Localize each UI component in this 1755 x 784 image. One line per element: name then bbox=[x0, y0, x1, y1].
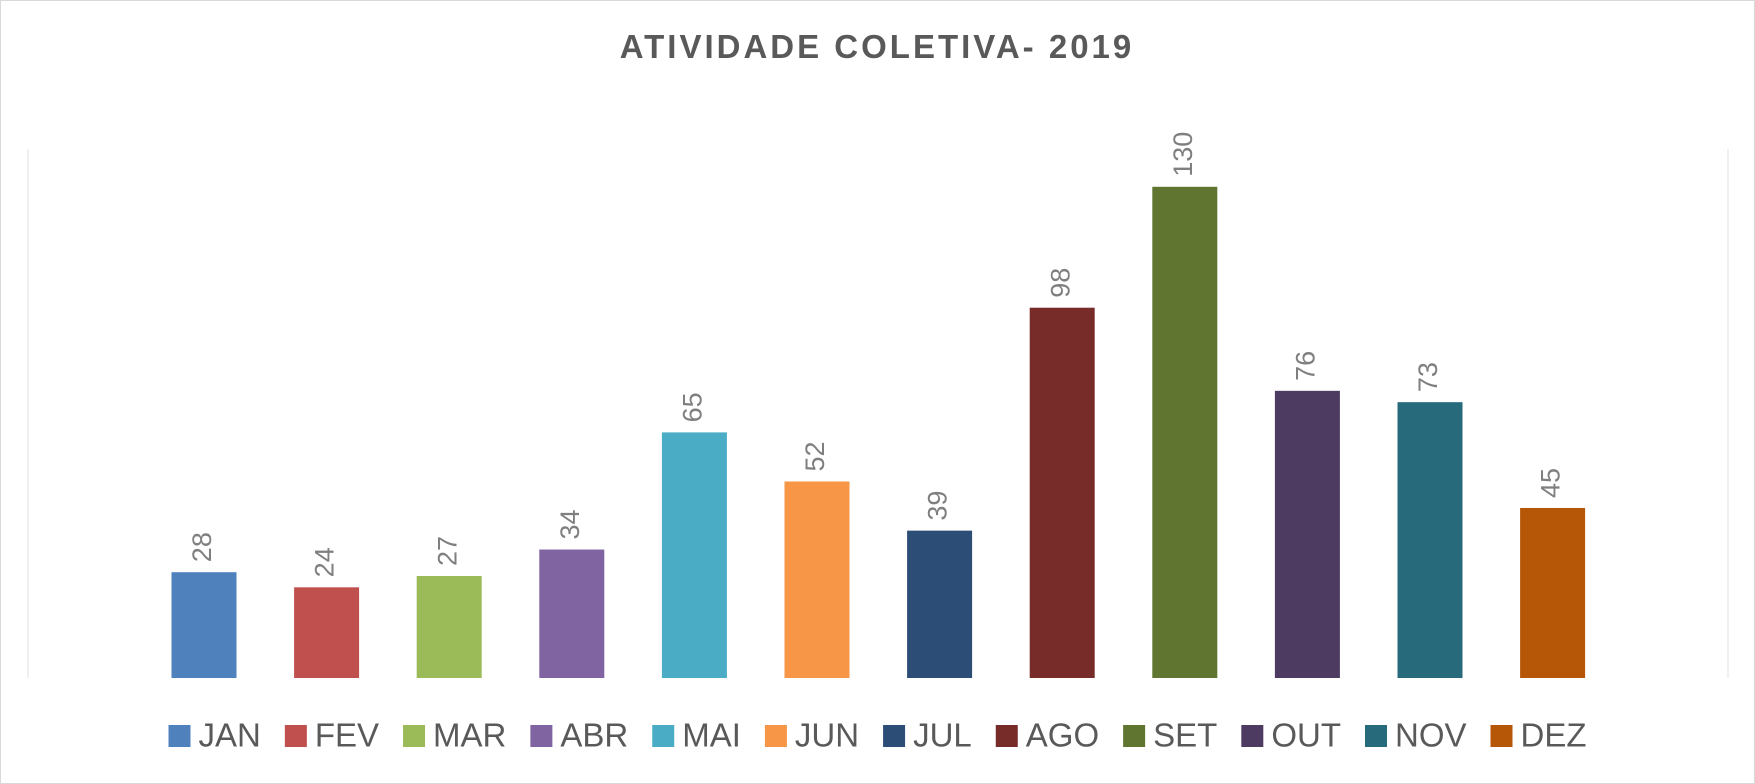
legend-swatch bbox=[1123, 725, 1146, 747]
legend-text: AGO bbox=[1026, 717, 1099, 754]
value-label: 27 bbox=[432, 536, 462, 566]
bar bbox=[294, 587, 360, 678]
legend-text: DEZ bbox=[1521, 717, 1587, 754]
legend-swatch bbox=[168, 725, 191, 747]
legend-text: ABR bbox=[560, 717, 628, 754]
bar bbox=[907, 530, 973, 678]
bar bbox=[1152, 186, 1218, 679]
bar bbox=[416, 575, 482, 678]
bar bbox=[784, 481, 850, 678]
value-label: 65 bbox=[678, 392, 708, 422]
legend-text: MAR bbox=[433, 717, 506, 754]
legend-swatch bbox=[764, 725, 787, 747]
bar bbox=[1520, 507, 1586, 678]
bar bbox=[1397, 402, 1463, 678]
value-label: 98 bbox=[1045, 268, 1075, 298]
value-label: 76 bbox=[1291, 351, 1321, 381]
legend-text: OUT bbox=[1271, 717, 1341, 754]
bar bbox=[1274, 390, 1340, 678]
legend-text: MAI bbox=[682, 717, 741, 754]
bar bbox=[1029, 307, 1095, 678]
legend-swatch bbox=[652, 725, 675, 747]
value-label: 34 bbox=[555, 509, 585, 539]
chart-title: ATIVIDADE COLETIVA- 2019 bbox=[620, 28, 1135, 65]
bar bbox=[171, 572, 237, 678]
legend-swatch bbox=[1241, 725, 1264, 747]
legend-text: NOV bbox=[1395, 717, 1467, 754]
bar bbox=[661, 432, 727, 678]
legend-text: SET bbox=[1153, 717, 1217, 754]
value-label: 45 bbox=[1536, 468, 1566, 498]
legend-swatch bbox=[530, 725, 553, 747]
legend-swatch bbox=[1490, 725, 1513, 747]
legend-swatch bbox=[883, 725, 906, 747]
legend-text: FEV bbox=[315, 717, 379, 754]
value-label: 130 bbox=[1168, 132, 1198, 177]
value-label: 39 bbox=[923, 491, 953, 521]
legend-text: JUN bbox=[795, 717, 859, 754]
value-label: 24 bbox=[310, 547, 340, 577]
legend-swatch bbox=[995, 725, 1018, 747]
bar bbox=[539, 549, 605, 678]
legend-swatch bbox=[284, 725, 307, 747]
value-label: 73 bbox=[1413, 362, 1443, 392]
legend-swatch bbox=[1364, 725, 1387, 747]
value-label: 28 bbox=[187, 532, 217, 562]
legend-text: JUL bbox=[913, 717, 972, 754]
legend-text: JAN bbox=[199, 717, 261, 754]
value-label: 52 bbox=[800, 441, 830, 471]
legend-swatch bbox=[403, 725, 426, 747]
